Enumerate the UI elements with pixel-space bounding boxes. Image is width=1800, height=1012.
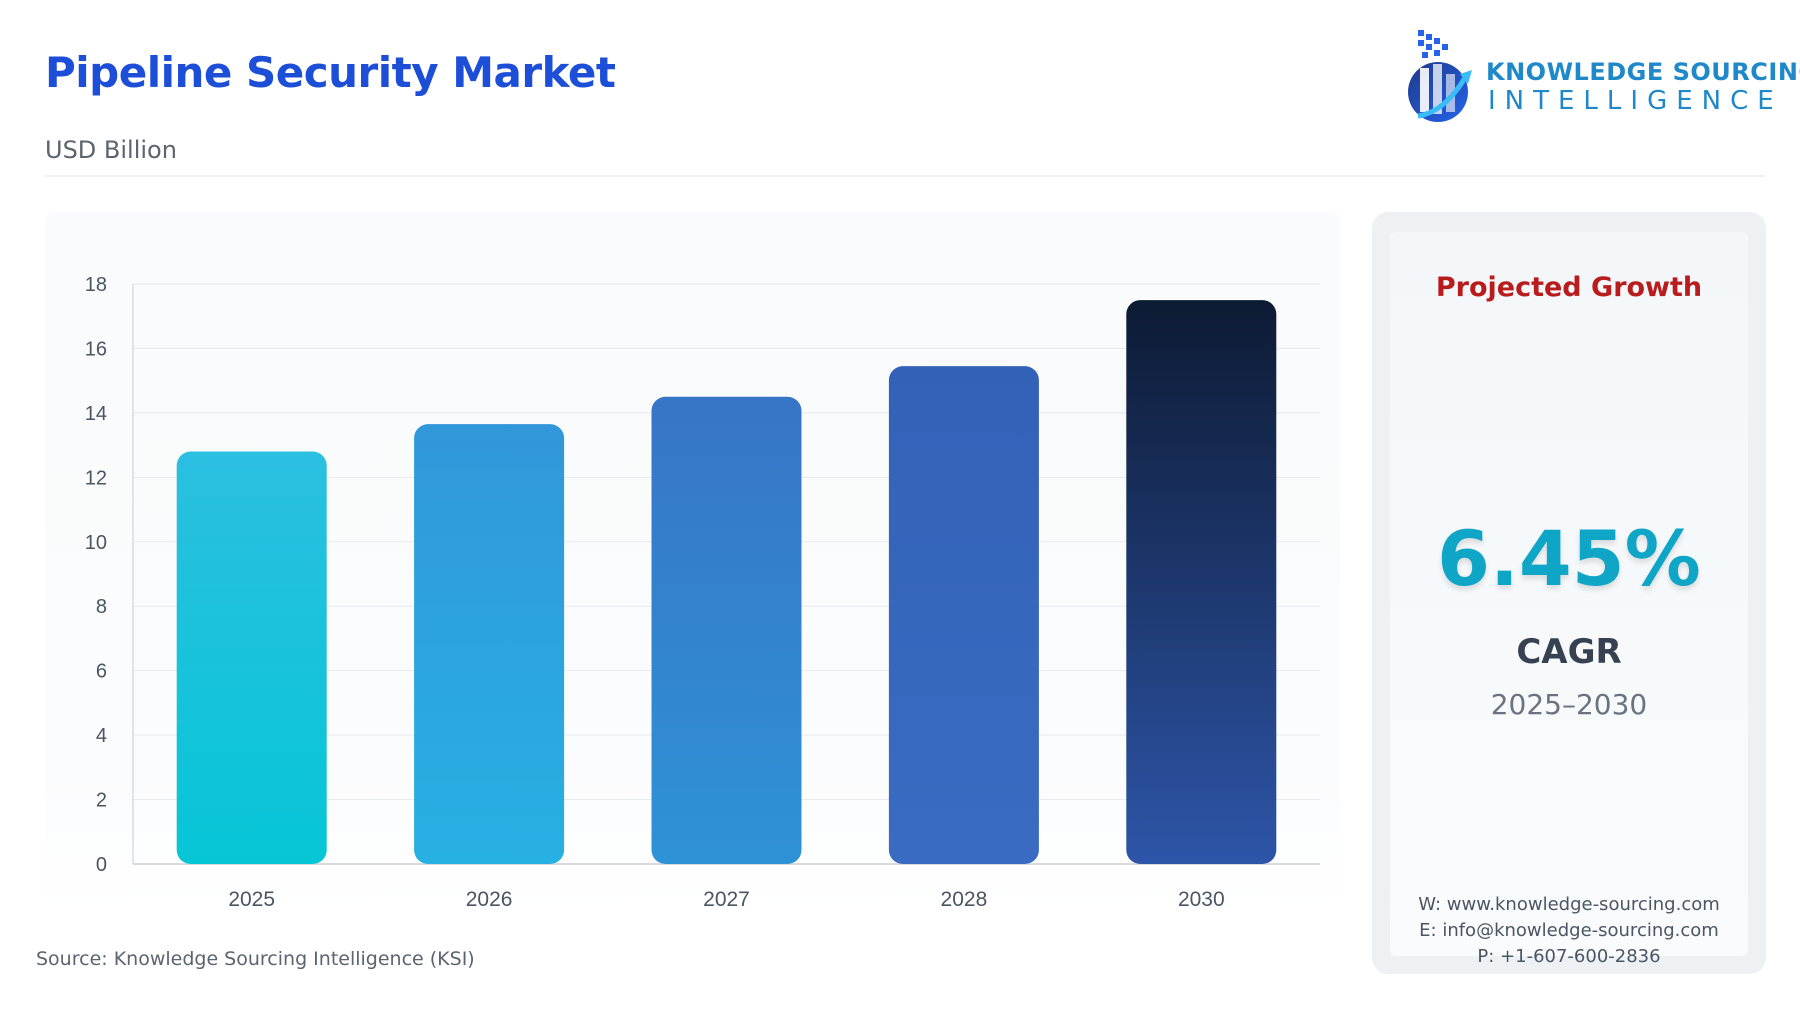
contact-email: E: info@knowledge-sourcing.com	[1419, 920, 1719, 941]
cagr-period: 2025–2030	[1490, 688, 1648, 721]
source-note: Source: Knowledge Sourcing Intelligence …	[36, 948, 475, 970]
y-tick-label: 2	[96, 790, 107, 812]
bar-chart: 0 2 4 6 8 10 12 14 16 18 2025 2026 2027 2028 2030	[85, 274, 1320, 911]
logo-text-primary: KNOWLEDGE SOURCING	[1486, 58, 1800, 86]
logo-emblem-icon	[1408, 30, 1472, 122]
chart-panel: 0 2 4 6 8 10 12 14 16 18 2025 2026 2027 2028 2030	[45, 212, 1340, 912]
cagr-label: CAGR	[1516, 632, 1622, 672]
y-tick-label: 10	[85, 532, 107, 554]
x-tick-label: 2030	[1178, 888, 1225, 911]
bar-2026	[414, 424, 565, 864]
y-tick-label: 18	[85, 274, 107, 296]
y-tick-label: 0	[96, 854, 107, 876]
projected-growth-title: Projected Growth	[1435, 272, 1703, 303]
bar-2030	[1126, 300, 1277, 865]
contact-website: W: www.knowledge-sourcing.com	[1418, 894, 1720, 915]
y-tick-label: 4	[96, 725, 107, 747]
y-tick-label: 8	[96, 596, 107, 618]
projected-growth-card: Projected Growth 6.45% CAGR 2025–2030 W:…	[1372, 212, 1766, 974]
projected-growth-inner: Projected Growth 6.45% CAGR 2025–2030 W:…	[1390, 232, 1748, 967]
page-title: Pipeline Security Market	[45, 48, 616, 97]
y-tick-label: 12	[85, 467, 107, 489]
x-tick-label: 2026	[466, 888, 513, 911]
y-tick-label: 6	[96, 661, 107, 683]
header-divider	[45, 175, 1765, 177]
bar-2028	[888, 366, 1039, 864]
x-tick-label: 2027	[703, 888, 750, 911]
bar-2027	[651, 396, 802, 864]
company-logo: KNOWLEDGE SOURCING INTELLIGENCE	[1400, 24, 1800, 124]
x-tick-label: 2028	[941, 888, 988, 911]
units-subtitle: USD Billion	[45, 136, 177, 164]
x-tick-label: 2025	[228, 888, 275, 911]
contact-phone: P: +1-607-600-2836	[1477, 946, 1661, 967]
cagr-value: 6.45%	[1437, 514, 1701, 603]
y-tick-label: 14	[85, 403, 107, 425]
y-tick-label: 16	[85, 338, 107, 360]
bar-2025	[176, 451, 327, 864]
logo-text-secondary: INTELLIGENCE	[1488, 86, 1783, 116]
